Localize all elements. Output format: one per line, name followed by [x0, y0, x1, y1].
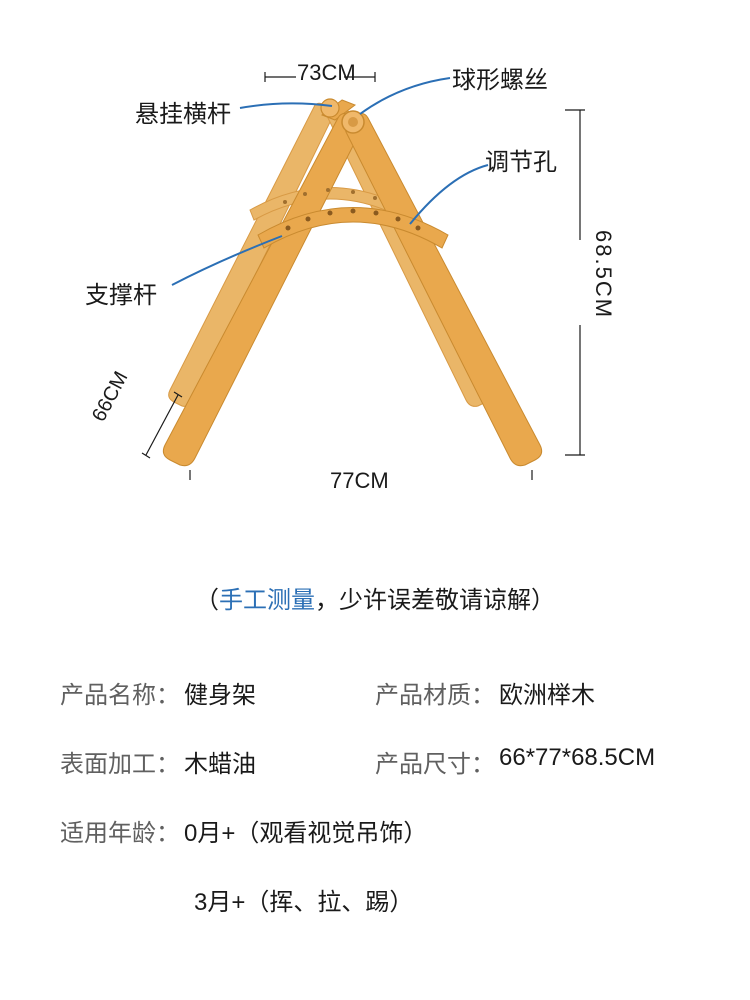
spec-material: 产品材质： 欧洲榉木	[375, 675, 690, 710]
spec-surface-value: 木蜡油	[184, 744, 256, 779]
spec-material-label: 产品材质：	[375, 675, 495, 710]
spec-name-value: 健身架	[184, 675, 256, 710]
spec-row: 产品名称： 健身架 产品材质： 欧洲榉木	[60, 675, 690, 710]
measurement-note: （手工测量，少许误差敬请谅解）	[0, 580, 750, 615]
dim-base-width: 77CM	[330, 468, 389, 494]
note-part1: 手工测量	[219, 587, 315, 614]
spec-surface: 表面加工： 木蜡油	[60, 744, 375, 779]
spec-material-value: 欧洲榉木	[499, 675, 595, 710]
note-sep: ，	[315, 587, 339, 614]
spec-age-value2: 3月+（挥、拉、踢）	[194, 882, 413, 917]
spec-age: 适用年龄： 0月+（观看视觉吊饰）	[60, 813, 427, 848]
dim-height: 68.5CM	[590, 230, 616, 319]
label-ball-screw: 球形螺丝	[452, 60, 548, 95]
label-support-rod: 支撑杆	[85, 275, 157, 310]
product-diagram: 球形螺丝 悬挂横杆 调节孔 支撑杆 73CM 68.5CM 66CM 77CM	[0, 0, 750, 560]
spec-size-value: 66*77*68.5CM	[499, 744, 655, 779]
spec-surface-label: 表面加工：	[60, 744, 180, 779]
note-open: （	[195, 587, 219, 614]
spec-name: 产品名称： 健身架	[60, 675, 375, 710]
specs-block: 产品名称： 健身架 产品材质： 欧洲榉木 表面加工： 木蜡油 产品尺寸： 66*…	[0, 675, 750, 917]
spec-age-value1: 0月+（观看视觉吊饰）	[184, 813, 427, 848]
spec-age-label: 适用年龄：	[60, 813, 180, 848]
label-top-bar: 悬挂横杆	[135, 94, 231, 129]
note-part2: 少许误差敬请谅解	[339, 587, 531, 614]
label-adjust-hole: 调节孔	[485, 142, 557, 177]
spec-row: 表面加工： 木蜡油 产品尺寸： 66*77*68.5CM	[60, 744, 690, 779]
spec-row: 3月+（挥、拉、踢）	[60, 882, 690, 917]
dim-top-width: 73CM	[297, 60, 356, 86]
spec-size-label: 产品尺寸：	[375, 744, 495, 779]
spec-size: 产品尺寸： 66*77*68.5CM	[375, 744, 690, 779]
spec-name-label: 产品名称：	[60, 675, 180, 710]
spec-age-extra: 3月+（挥、拉、踢）	[190, 882, 690, 917]
spec-row: 适用年龄： 0月+（观看视觉吊饰）	[60, 813, 690, 848]
note-close: ）	[531, 587, 555, 614]
